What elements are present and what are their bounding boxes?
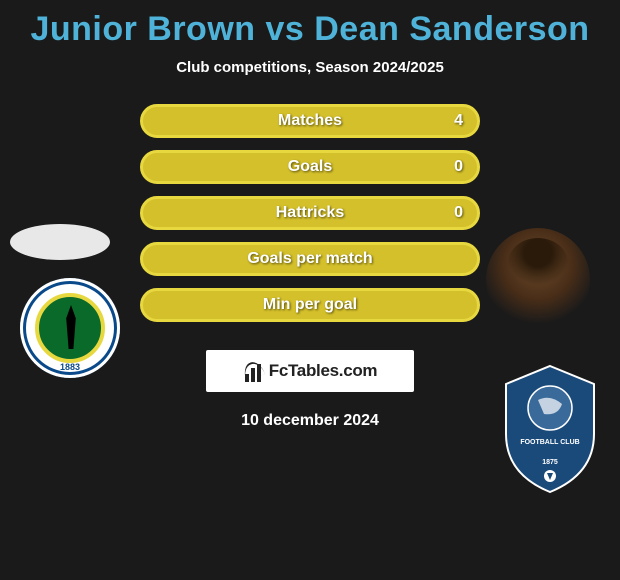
club-crest-left: 1883 [20, 278, 120, 378]
stat-row: Goals 0 [140, 150, 480, 184]
stat-label: Min per goal [263, 296, 357, 314]
stat-label: Goals [288, 158, 332, 176]
crest-left-year: 1883 [20, 362, 120, 372]
bar-chart-icon [243, 360, 265, 382]
badge-label: FcTables.com [269, 361, 378, 381]
stat-row: Matches 4 [140, 104, 480, 138]
stat-label: Matches [278, 112, 342, 130]
fctables-badge: FcTables.com [206, 350, 414, 392]
stat-label: Hattricks [276, 204, 344, 222]
player-left-portrait [10, 224, 110, 260]
stat-row: Min per goal [140, 288, 480, 322]
club-crest-right: FOOTBALL CLUB 1875 [500, 364, 600, 494]
stat-value-right: 0 [454, 158, 463, 176]
player-right-portrait [486, 228, 590, 332]
subtitle: Club competitions, Season 2024/2025 [0, 59, 620, 76]
stat-value-right: 0 [454, 204, 463, 222]
stat-label: Goals per match [247, 250, 372, 268]
page-title: Junior Brown vs Dean Sanderson [0, 0, 620, 49]
crest-right-line1: FOOTBALL CLUB [520, 439, 579, 446]
comparison-area: 1883 FOOTBALL CLUB 1875 Matches4Goals0Ha… [0, 104, 620, 322]
stat-row: Goals per match [140, 242, 480, 276]
stat-row: Hattricks 0 [140, 196, 480, 230]
crest-left-inner [35, 293, 105, 363]
stat-value-right: 4 [454, 112, 463, 130]
crest-right-year: 1875 [542, 459, 558, 466]
